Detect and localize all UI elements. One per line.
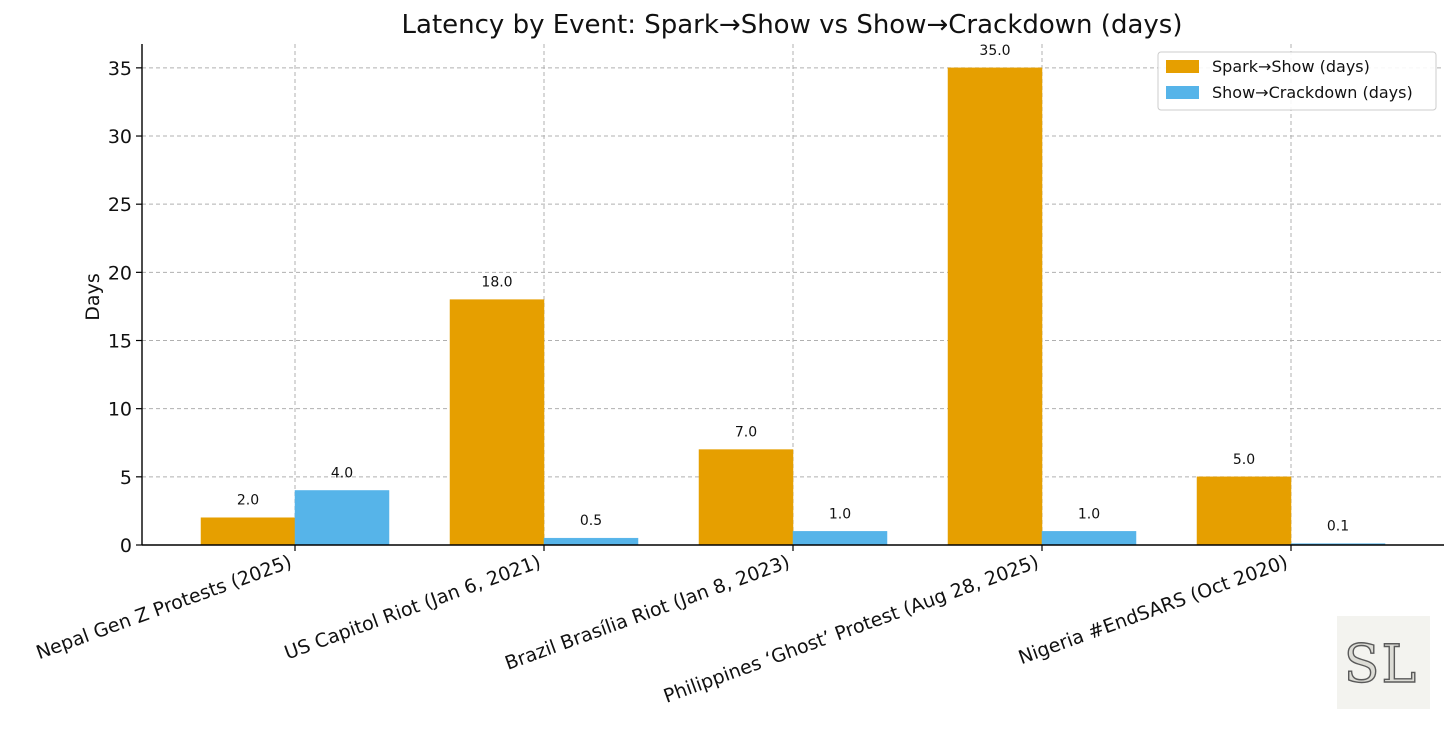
- x-tick-label: Nepal Gen Z Protests (2025): [33, 551, 294, 664]
- bars: [200, 67, 1386, 546]
- bar-value-label: 4.0: [331, 465, 353, 481]
- x-tick-label: US Capitol Riot (Jan 6, 2021): [282, 551, 544, 664]
- legend-box: [1157, 51, 1437, 111]
- y-tick-label: 25: [108, 194, 132, 216]
- bar-value-label: 18.0: [481, 275, 512, 291]
- y-tick-label: 30: [108, 126, 132, 148]
- spark-to-show-bar: [698, 449, 794, 546]
- y-tick-label: 15: [108, 331, 132, 353]
- bar-value-label: 0.5: [580, 513, 602, 529]
- bar-value-label: 1.0: [1078, 506, 1100, 522]
- show-to-crackdown-bar: [792, 531, 888, 546]
- sl-monogram-logo: SL: [1337, 616, 1430, 709]
- bar-value-label: 2.0: [237, 493, 259, 509]
- legend: Spark→Show (days) Show→Crackdown (days): [1157, 51, 1437, 111]
- chart-title: Latency by Event: Spark→Show vs Show→Cra…: [402, 10, 1183, 40]
- tick-labels: 0 5 10 15 20 25 30 35 Nepal Gen Z Protests (2025…: [33, 58, 1290, 708]
- bar-value-label: 0.1: [1327, 519, 1349, 535]
- bar-value-label: 1.0: [829, 506, 851, 522]
- show-to-crackdown-bar: [294, 490, 390, 546]
- y-tick-label: 35: [108, 58, 132, 80]
- grid-lines: [142, 44, 1444, 546]
- bar-value-label: 35.0: [979, 43, 1010, 59]
- legend-swatch-show-to-crackdown: [1166, 86, 1199, 99]
- x-tick-label: Nigeria #EndSARS (Oct 2020): [1016, 551, 1291, 669]
- y-tick-label: 0: [120, 535, 132, 557]
- y-tick-label: 20: [108, 262, 132, 284]
- spark-to-show-bar: [449, 299, 545, 546]
- bar-value-labels: 2.0 18.0 7.0 35.0 5.0 4.0 0.5 1.0 1.0 0.1: [237, 43, 1349, 535]
- bar-value-label: 7.0: [735, 425, 757, 441]
- axes: [136, 44, 1444, 551]
- y-tick-label: 5: [120, 467, 132, 489]
- spark-to-show-bar: [947, 67, 1043, 546]
- legend-label-spark-to-show: Spark→Show (days): [1212, 57, 1370, 76]
- spark-to-show-bar: [200, 517, 296, 546]
- show-to-crackdown-bar: [543, 537, 639, 546]
- legend-swatch-spark-to-show: [1166, 60, 1199, 73]
- bar-value-label: 5.0: [1233, 452, 1255, 468]
- spark-to-show-bar: [1196, 476, 1292, 546]
- show-to-crackdown-bar: [1041, 531, 1137, 546]
- y-tick-label: 10: [108, 399, 132, 421]
- legend-label-show-to-crackdown: Show→Crackdown (days): [1212, 83, 1413, 102]
- svg-text:SL: SL: [1344, 635, 1418, 695]
- y-axis-label: Days: [82, 273, 104, 320]
